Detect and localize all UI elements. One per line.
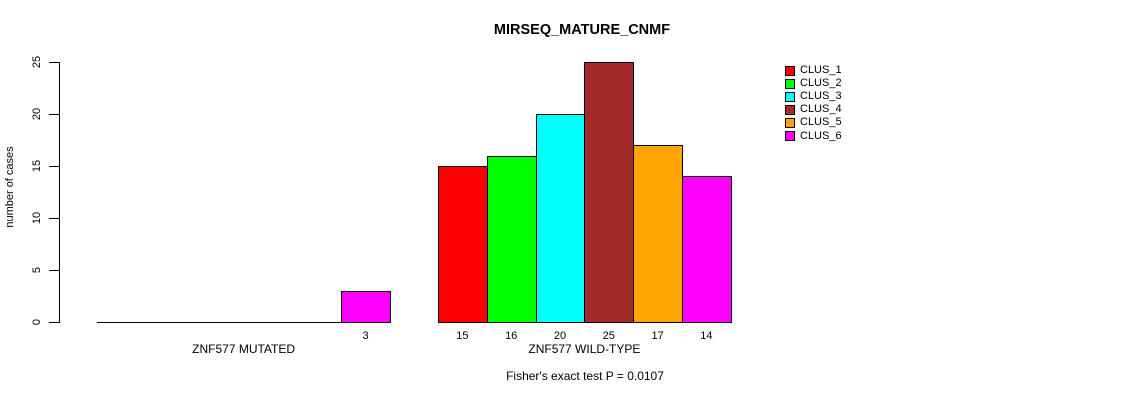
legend: CLUS_1 CLUS_2 CLUS_3 CLUS_4 CLUS_5 CLUS_6 — [785, 64, 842, 143]
y-axis-title: number of cases — [4, 146, 16, 228]
bar-clus_5 — [633, 145, 683, 323]
bar-value-label: 20 — [553, 330, 567, 342]
y-axis-tick — [49, 166, 60, 167]
x-baseline — [97, 322, 391, 323]
legend-item: CLUS_3 — [785, 90, 842, 103]
chart-title: MIRSEQ_MATURE_CNMF — [493, 22, 671, 38]
fisher-test-note: Fisher's exact test P = 0.0107 — [506, 369, 664, 383]
legend-swatch-clus_4 — [785, 104, 795, 115]
legend-swatch-clus_5 — [785, 117, 795, 128]
y-axis-tick — [49, 270, 60, 271]
bar-value-label: 16 — [505, 330, 518, 342]
y-tick-label: 0 — [31, 318, 43, 326]
bar-clus_6 — [341, 290, 391, 323]
legend-label: CLUS_2 — [800, 77, 842, 90]
bar-value-label: 17 — [651, 330, 664, 342]
bar-value-label: 15 — [456, 330, 469, 342]
legend-item: CLUS_5 — [785, 116, 842, 129]
legend-label: CLUS_3 — [800, 90, 842, 103]
legend-swatch-clus_6 — [785, 131, 795, 142]
bar-clus_3 — [535, 114, 586, 323]
group-label: ZNF577 WILD-TYPE — [528, 342, 641, 356]
legend-swatch-clus_3 — [785, 91, 795, 102]
legend-swatch-clus_2 — [785, 78, 795, 89]
legend-item: CLUS_2 — [785, 77, 842, 90]
y-axis-tick — [49, 218, 60, 219]
bar-clus_1 — [438, 166, 488, 323]
legend-swatch-clus_1 — [785, 65, 795, 76]
legend-item: CLUS_1 — [785, 64, 842, 77]
y-axis-tick — [49, 322, 60, 323]
legend-label: CLUS_5 — [800, 116, 842, 129]
legend-label: CLUS_1 — [800, 64, 842, 77]
y-axis-line — [59, 62, 60, 323]
y-tick-label: 15 — [31, 159, 43, 173]
y-tick-label: 5 — [31, 266, 43, 274]
bar-clus_2 — [486, 155, 537, 323]
y-axis-tick — [49, 114, 60, 115]
legend-item: CLUS_6 — [785, 129, 842, 142]
bar-value-label: 14 — [700, 330, 713, 342]
bar-value-label: 25 — [602, 330, 615, 342]
y-tick-label: 10 — [31, 211, 43, 225]
legend-label: CLUS_4 — [800, 103, 842, 116]
bar-value-label: 3 — [362, 330, 369, 342]
bar-clus_4 — [584, 62, 635, 323]
y-axis-tick — [49, 62, 60, 63]
y-tick-label: 20 — [31, 107, 43, 121]
bar-clus_6 — [682, 176, 732, 323]
legend-label: CLUS_6 — [800, 129, 842, 142]
y-tick-label: 25 — [31, 55, 43, 69]
group-label: ZNF577 MUTATED — [192, 342, 296, 356]
legend-item: CLUS_4 — [785, 103, 842, 116]
